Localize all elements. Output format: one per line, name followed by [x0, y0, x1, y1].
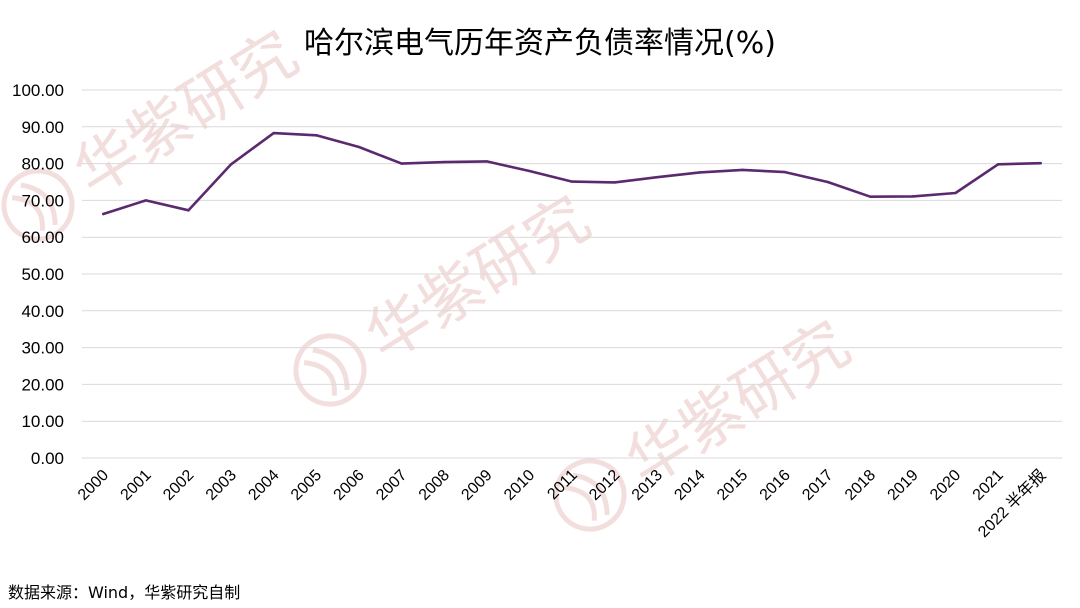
- data-point: [144, 199, 148, 202]
- x-tick-label: 2016: [757, 467, 794, 504]
- x-tick-label: 2018: [842, 467, 879, 504]
- y-tick-label: 20.00: [21, 375, 64, 394]
- data-point: [229, 163, 233, 166]
- x-tick-label: 2008: [416, 467, 453, 504]
- y-tick-label: 40.00: [21, 302, 64, 321]
- x-tick-label: 2015: [714, 467, 751, 504]
- x-tick-label: 2006: [331, 467, 368, 504]
- y-axis-ticks: 0.00 10.00 20.00 30.00 40.00 50.00 60.00 70.00 8…: [12, 81, 64, 468]
- x-tick-label: 2009: [458, 467, 495, 504]
- watermark-text: 华紫研究: [353, 182, 602, 375]
- data-point: [996, 163, 1000, 166]
- x-tick-label: 2020: [927, 467, 964, 504]
- data-point: [272, 131, 275, 135]
- x-tick-label: 2000: [75, 467, 112, 504]
- y-tick-label: 0.00: [31, 449, 64, 468]
- data-point: [656, 176, 659, 179]
- data-point: [698, 171, 702, 174]
- data-point: [570, 180, 574, 183]
- watermark-text: 华紫研究: [61, 17, 310, 210]
- data-point: [741, 168, 744, 172]
- data-point: [783, 170, 787, 174]
- series-layer: [102, 131, 1042, 216]
- chart-title: 哈尔滨电气历年资产负债率情况(%): [304, 26, 776, 61]
- y-tick-label: 90.00: [21, 118, 64, 137]
- y-tick-label: 50.00: [21, 265, 64, 284]
- data-point: [613, 181, 616, 184]
- x-tick-label: 2003: [203, 467, 240, 504]
- data-point: [911, 195, 915, 198]
- x-tick-label: 2010: [501, 467, 538, 504]
- x-tick-label: 2017: [799, 467, 836, 504]
- y-tick-label: 80.00: [21, 155, 64, 174]
- y-tick-label: 70.00: [21, 191, 64, 210]
- data-point: [485, 160, 488, 163]
- data-point: [528, 169, 531, 173]
- x-tick-label: 2004: [245, 467, 282, 504]
- y-tick-label: 30.00: [21, 339, 64, 358]
- data-point: [102, 212, 105, 216]
- data-point: [315, 134, 318, 137]
- data-point: [1039, 162, 1042, 165]
- watermark-logo: 华紫研究: [553, 307, 862, 532]
- data-point: [954, 191, 957, 195]
- data-point: [826, 180, 829, 184]
- data-point: [400, 162, 403, 165]
- data-point: [442, 160, 446, 164]
- data-point: [869, 195, 872, 198]
- y-tick-label: 60.00: [21, 228, 64, 247]
- watermark-logo: 华紫研究: [293, 182, 602, 407]
- x-tick-label: 2007: [373, 467, 410, 504]
- x-tick-label: 2021: [970, 467, 1007, 504]
- x-axis-ticks: 2000 2001 2002 2003 2004 2005 2006 2007 2008 2009…: [75, 466, 1050, 541]
- x-tick-label: 2001: [118, 467, 155, 504]
- source-note: 数据来源：Wind，华紫研究自制: [8, 583, 240, 602]
- y-tick-label: 10.00: [21, 412, 64, 431]
- data-point: [357, 145, 361, 149]
- data-point: [187, 209, 190, 212]
- x-tick-label: 2011: [544, 467, 580, 503]
- y-tick-label: 100.00: [12, 81, 64, 100]
- x-tick-label: 2019: [885, 467, 922, 504]
- x-tick-label: 2005: [288, 467, 325, 504]
- x-tick-label: 2002: [160, 467, 197, 504]
- grid-lines: [82, 89, 1062, 459]
